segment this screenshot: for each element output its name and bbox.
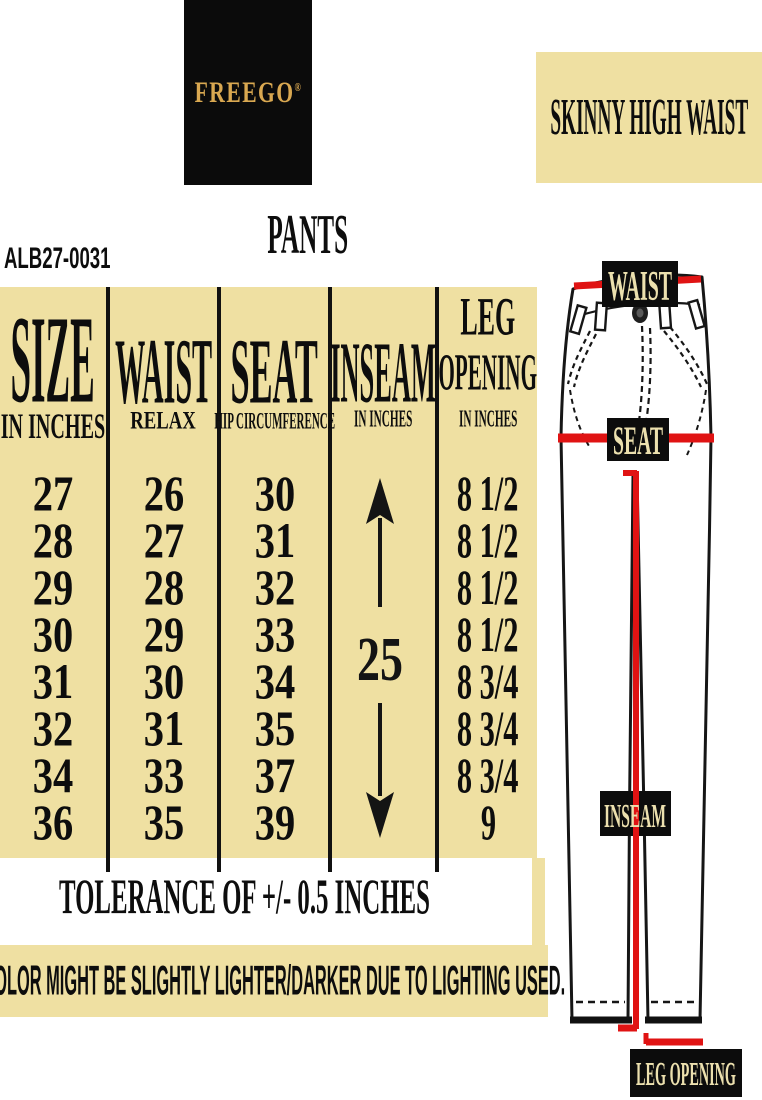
category-title: PANTS	[232, 204, 384, 266]
table-row: 33	[143, 747, 184, 803]
column-leg-opening: LEG OPENING IN INCHES 8 1/2 8 1/2 8 1/2 …	[438, 285, 538, 858]
table-row: 27	[32, 465, 74, 521]
subheader-size: IN INCHES	[0, 406, 106, 447]
table-row: 34	[32, 747, 74, 803]
table-row: 8 1/2	[457, 465, 519, 521]
inseam-arrow-graphic: 25	[357, 478, 403, 838]
leg-opening-values: 8 1/2 8 1/2 8 1/2 8 1/2 8 3/4 8 3/4 8 3/…	[439, 465, 537, 850]
table-row: 9	[480, 794, 496, 850]
table-row: 29	[143, 606, 184, 662]
table-row: 31	[143, 700, 184, 756]
column-size: SIZE IN INCHES 27 28 29 30 31 32 34 36	[0, 287, 106, 858]
table-row: 34	[254, 653, 295, 709]
color-note-bar: COLOR MIGHT BE SLIGHTLY LIGHTER/DARKER D…	[0, 945, 565, 1017]
pocket-bag-right	[686, 389, 707, 456]
tan-strip	[532, 858, 545, 947]
subheader-waist: RELAX	[130, 407, 197, 435]
brand-logo-box: FREEGO®	[184, 0, 312, 185]
table-row: 39	[254, 794, 295, 850]
tolerance-note: TOLERANCE OF +/- 0.5 INCHES	[0, 872, 488, 922]
inseam-label: INSEAM	[604, 798, 666, 835]
pants-outline	[559, 273, 713, 1022]
table-row: 32	[254, 559, 295, 615]
column-inseam: INSEAM IN INCHES 25	[330, 287, 437, 858]
belt-loop	[687, 298, 707, 331]
table-row: 35	[254, 700, 295, 756]
table-divider	[217, 287, 221, 872]
size-table: SIZE IN INCHES 27 28 29 30 31 32 34 36 W…	[0, 285, 538, 872]
header-inseam: INSEAM	[330, 325, 437, 421]
table-row: 26	[143, 465, 184, 521]
registered-mark: ®	[294, 79, 302, 94]
table-row: 30	[254, 465, 295, 521]
style-label: SKINNY HIGH WAIST	[550, 88, 748, 146]
table-row: 33	[254, 606, 295, 662]
subheader-inseam: IN INCHES	[354, 404, 413, 433]
table-row: 8 1/2	[457, 559, 519, 615]
inseam-value: 25	[357, 626, 403, 694]
pocket-stitch-left	[572, 333, 597, 388]
table-row: 28	[143, 559, 184, 615]
product-code: ALB27-0031	[4, 242, 111, 275]
style-label-box: SKINNY HIGH WAIST	[536, 52, 762, 183]
table-row: 8 1/2	[457, 512, 519, 568]
table-row: 35	[143, 794, 184, 850]
header-opening: OPENING	[438, 343, 538, 402]
arrow-up-icon	[365, 478, 394, 524]
pocket-stitch-left	[566, 330, 591, 385]
tolerance-text: TOLERANCE OF +/- 0.5 INCHES	[58, 868, 430, 924]
waist-values: 26 27 28 29 30 31 33 35	[110, 465, 217, 850]
subheader-leg-opening: IN INCHES	[458, 404, 518, 433]
waist-label-box	[602, 261, 678, 307]
seat-label-box	[607, 418, 669, 461]
table-row: 8 3/4	[457, 653, 519, 709]
table-row: 29	[32, 559, 74, 615]
color-note-text: COLOR MIGHT BE SLIGHTLY LIGHTER/DARKER D…	[0, 957, 566, 1005]
seat-values: 30 31 32 33 34 35 37 39	[221, 465, 328, 850]
arrow-down-icon	[365, 792, 394, 838]
leg-opening-label: LEG OPENING	[636, 1056, 736, 1093]
fly-stitch	[636, 327, 652, 458]
brand-logo-text: FREEGO®	[194, 75, 302, 109]
seat-label: SEAT	[613, 418, 663, 463]
header-waist: WAIST	[114, 318, 213, 424]
table-row: 8 3/4	[457, 700, 519, 756]
subheader-seat: HIP CIRCUMFERENCE	[214, 407, 335, 434]
button-center	[636, 308, 644, 318]
table-row: 32	[32, 700, 74, 756]
belt-loop	[593, 301, 609, 332]
waist-label: WAIST	[608, 264, 672, 310]
table-row: 30	[143, 653, 184, 709]
table-row: 8 3/4	[457, 747, 519, 803]
size-values: 27 28 29 30 31 32 34 36	[0, 465, 106, 850]
brand-name: FREEGO	[194, 75, 295, 109]
table-row: 36	[32, 794, 74, 850]
header-leg: LEG	[460, 285, 516, 347]
table-row: 31	[32, 653, 74, 709]
table-divider	[328, 287, 332, 872]
header-size: SIZE	[10, 290, 96, 430]
column-waist: WAIST RELAX 26 27 28 29 30 31 33 35	[110, 287, 217, 858]
inseam-graphic-cell: 25	[332, 470, 435, 846]
category-title-text: PANTS	[267, 204, 349, 266]
table-row: 8 1/2	[457, 606, 519, 662]
table-row: 30	[32, 606, 74, 662]
table-row: 31	[254, 512, 295, 568]
table-row: 37	[254, 747, 295, 803]
table-row: 28	[32, 512, 74, 568]
header-seat: SEAT	[230, 318, 319, 424]
column-seat: SEAT HIP CIRCUMFERENCE 30 31 32 33 34 35…	[214, 287, 335, 858]
belt-loop	[568, 303, 588, 336]
table-divider	[435, 287, 439, 872]
table-divider	[106, 287, 110, 872]
table-row: 27	[143, 512, 184, 568]
pants-diagram: WAIST SEAT INSEAM LEG OPENING	[558, 261, 742, 1097]
leg-opening-label-box	[630, 1049, 742, 1097]
